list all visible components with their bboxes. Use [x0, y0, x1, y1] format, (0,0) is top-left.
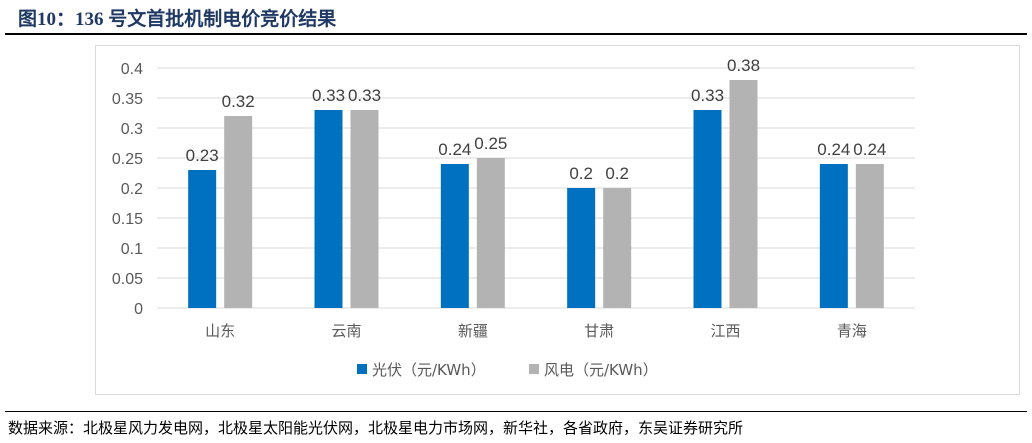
data-label: 0.33 [348, 86, 381, 105]
title-rule [5, 33, 1027, 35]
bar-pv [693, 110, 722, 308]
data-label: 0.24 [817, 140, 850, 159]
chart-frame [95, 45, 1020, 395]
data-label: 0.32 [222, 92, 255, 111]
x-tick-label: 江西 [710, 322, 740, 340]
bar-pv [188, 170, 217, 308]
data-label: 0.23 [186, 146, 219, 165]
legend-swatch [529, 364, 539, 374]
x-tick-label: 云南 [331, 322, 361, 340]
bar-pv [567, 188, 596, 308]
data-label: 0.2 [605, 164, 629, 183]
data-label: 0.24 [438, 140, 471, 159]
source-note: 数据来源：北极星风力发电网，北极星太阳能光伏网，北极星电力市场网，新华社，各省政… [8, 419, 744, 437]
y-tick-label: 0.35 [112, 91, 143, 108]
data-label: 0.2 [569, 164, 593, 183]
bar-wind [224, 116, 253, 308]
y-tick-label: 0.1 [121, 241, 143, 258]
bar-wind [603, 188, 632, 308]
bar-wind [855, 164, 884, 308]
y-tick-label: 0.3 [121, 121, 143, 138]
data-label: 0.25 [474, 134, 507, 153]
x-tick-label: 青海 [837, 322, 867, 340]
data-label: 0.33 [691, 86, 724, 105]
y-tick-label: 0.2 [121, 181, 143, 198]
bar-wind [350, 110, 379, 308]
data-label: 0.38 [727, 56, 760, 75]
x-tick-label: 山东 [205, 322, 235, 340]
bar-pv [819, 164, 848, 308]
legend-label: 光伏（元/KWh） [372, 361, 486, 379]
bar-wind [729, 80, 758, 308]
x-tick-label: 甘肃 [584, 322, 614, 340]
figure-title: 图10：136 号文首批机制电价竞价结果 [18, 9, 337, 30]
bar-wind [476, 158, 505, 308]
y-tick-label: 0.4 [121, 61, 143, 78]
y-tick-label: 0 [134, 301, 143, 318]
y-tick-label: 0.15 [112, 211, 143, 228]
source-rule [5, 411, 1027, 412]
legend-label: 风电（元/KWh） [544, 361, 658, 379]
y-tick-label: 0.25 [112, 151, 143, 168]
x-tick-label: 新疆 [458, 322, 488, 340]
bar-pv [314, 110, 343, 308]
legend-swatch [357, 364, 367, 374]
y-tick-label: 0.05 [112, 271, 143, 288]
data-label: 0.24 [853, 140, 886, 159]
data-label: 0.33 [312, 86, 345, 105]
bar-pv [440, 164, 469, 308]
